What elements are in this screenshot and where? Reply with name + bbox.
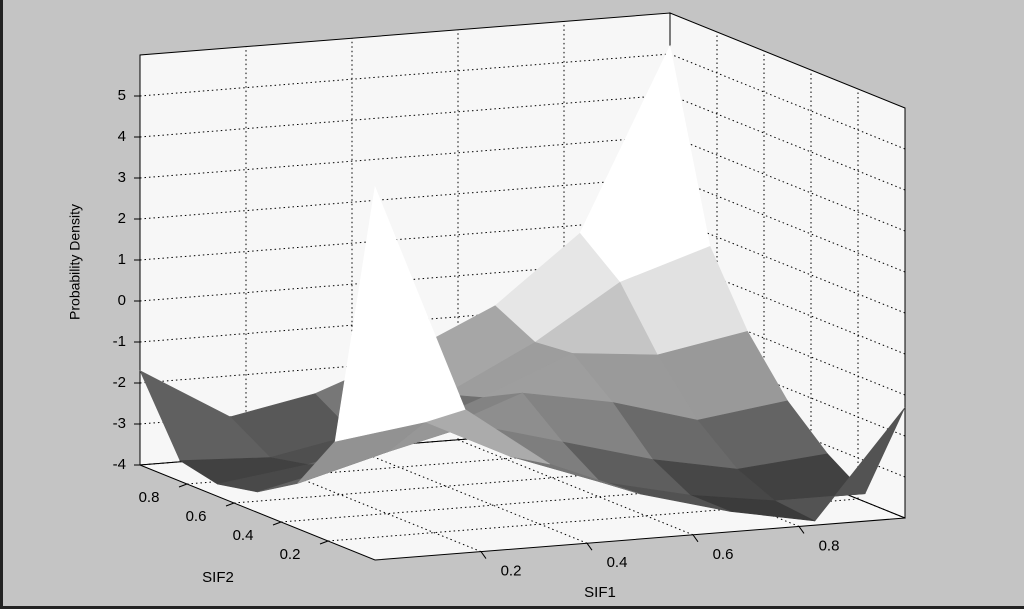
surface-patch (334, 185, 466, 442)
z-tick-label: 1 (118, 251, 126, 268)
x-tick-label: 0.4 (607, 554, 628, 571)
y-tick-label: 0.2 (280, 546, 301, 563)
tick-mark (798, 526, 805, 534)
tick-mark (178, 483, 188, 488)
z-tick-label: -2 (113, 374, 126, 391)
grid-line (139, 217, 671, 261)
grid-line (669, 94, 906, 191)
labels: -4 -3 -2 -1 0 1 2 3 4 5 0.2 0.4 0.6 0.8 0.2 0.4 0.6 0.8 (113, 87, 840, 580)
z-tick-label: 0 (118, 292, 126, 309)
grid-line (351, 447, 588, 544)
grid-line (669, 176, 906, 273)
tick-mark (586, 542, 593, 551)
z-tick-label: -4 (113, 456, 126, 473)
y-tick-label: 0.6 (186, 508, 207, 525)
grid-line (457, 439, 694, 536)
y-axis-label: SIF2 (202, 569, 234, 586)
tick-mark (272, 521, 282, 526)
y-tick-label: 0.4 (233, 527, 254, 544)
grid-line (139, 135, 671, 179)
grid-line (669, 217, 906, 314)
z-tick-label: -3 (113, 415, 126, 432)
tick-mark (480, 551, 487, 559)
grid-line (669, 299, 906, 396)
grid-line (669, 340, 906, 437)
tick-mark (225, 502, 235, 507)
grid-line (245, 456, 482, 553)
grid-line (669, 258, 906, 355)
y-tick-label: 0.8 (139, 489, 160, 506)
tick-mark (319, 540, 329, 545)
x-tick-label: 0.6 (713, 546, 734, 563)
surface (139, 44, 906, 522)
x-axis-label: SIF1 (584, 584, 616, 601)
grid-line (139, 53, 671, 97)
z-tick-label: 4 (118, 128, 126, 145)
grid-line (186, 441, 718, 485)
tick-mark (692, 534, 699, 543)
z-tick-label: 2 (118, 210, 126, 227)
grid-line (669, 135, 906, 232)
z-axis-label: Probability Density (67, 204, 83, 320)
x-tick-label: 0.2 (501, 563, 522, 580)
frame-edge (0, 606, 1024, 609)
z-tick-label: 3 (118, 169, 126, 186)
grid-line (139, 94, 671, 138)
x-tick-label: 0.8 (819, 537, 840, 554)
grid-line (139, 176, 671, 220)
z-tick-label: -1 (113, 333, 126, 350)
grid-line (327, 498, 859, 542)
grid-line (669, 53, 906, 150)
frame-edge (0, 0, 3, 609)
grid-line (280, 479, 812, 523)
z-tick-label: 5 (118, 87, 126, 104)
grid-line (233, 460, 765, 504)
